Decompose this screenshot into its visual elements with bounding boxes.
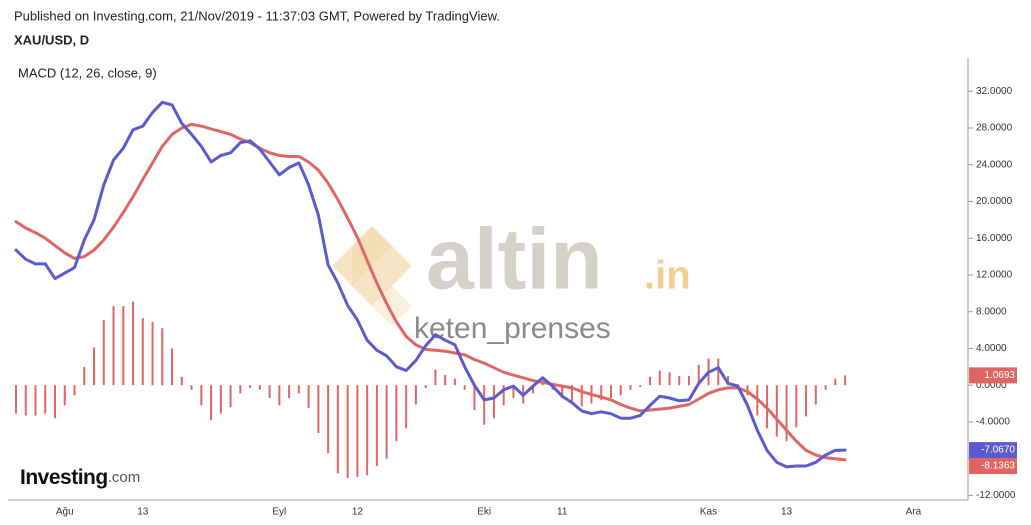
- last-value-label: -8.1363: [981, 461, 1015, 472]
- x-tick-label: Eyl: [272, 507, 286, 518]
- y-tick-label: 0.0000: [976, 380, 1007, 391]
- watermark-suffix: .in: [644, 254, 691, 298]
- last-value-label: -7.0670: [981, 445, 1015, 456]
- watermark: altin .in keten_prenses: [332, 212, 691, 345]
- line: [14, 100, 847, 469]
- indicator-title: MACD (12, 26, close, 9): [18, 65, 157, 80]
- y-tick-label: 16.0000: [976, 233, 1013, 244]
- x-tick-label: Ara: [906, 507, 922, 518]
- y-tick-label: 20.0000: [976, 196, 1013, 207]
- line: [14, 122, 847, 462]
- watermark-brand: altin: [426, 212, 603, 308]
- logo-name: Investing: [20, 466, 108, 489]
- logo: Investing.com: [20, 466, 140, 489]
- y-tick-label: 28.0000: [976, 123, 1013, 134]
- last-value-label: 1.0693: [984, 370, 1015, 381]
- x-tick-label: 13: [781, 507, 793, 518]
- y-tick-label: 8.0000: [976, 306, 1007, 317]
- watermark-facet: [352, 226, 392, 286]
- symbol: XAU/USD, D: [14, 32, 89, 47]
- source-note: Published on Investing.com, 21/Nov/2019 …: [14, 8, 500, 23]
- y-tick-label: 32.0000: [976, 86, 1013, 97]
- y-tick-label: -4.0000: [976, 417, 1010, 428]
- x-tick-label: 12: [352, 507, 364, 518]
- logo-suffix: .com: [108, 469, 141, 486]
- last-value-box: [969, 367, 1017, 384]
- y-tick-label: 12.0000: [976, 270, 1013, 281]
- y-tick-label: -12.0000: [976, 490, 1016, 501]
- x-tick-label: 13: [137, 507, 149, 518]
- x-tick-label: Kas: [700, 507, 717, 518]
- plot: 32.0000 28.0000 24.0000 20.0000 16.0000 12.00…: [14, 86, 1017, 518]
- y-tick-label: 24.0000: [976, 159, 1013, 170]
- y-tick-label: 4.0000: [976, 343, 1007, 354]
- x-tick-label: 11: [557, 507, 568, 518]
- x-tick-label: Ağu: [56, 507, 74, 518]
- x-tick-label: Eki: [477, 507, 491, 518]
- watermark-diamond: [332, 226, 412, 306]
- last-value-box: [969, 458, 1017, 475]
- last-value-box: [969, 442, 1017, 459]
